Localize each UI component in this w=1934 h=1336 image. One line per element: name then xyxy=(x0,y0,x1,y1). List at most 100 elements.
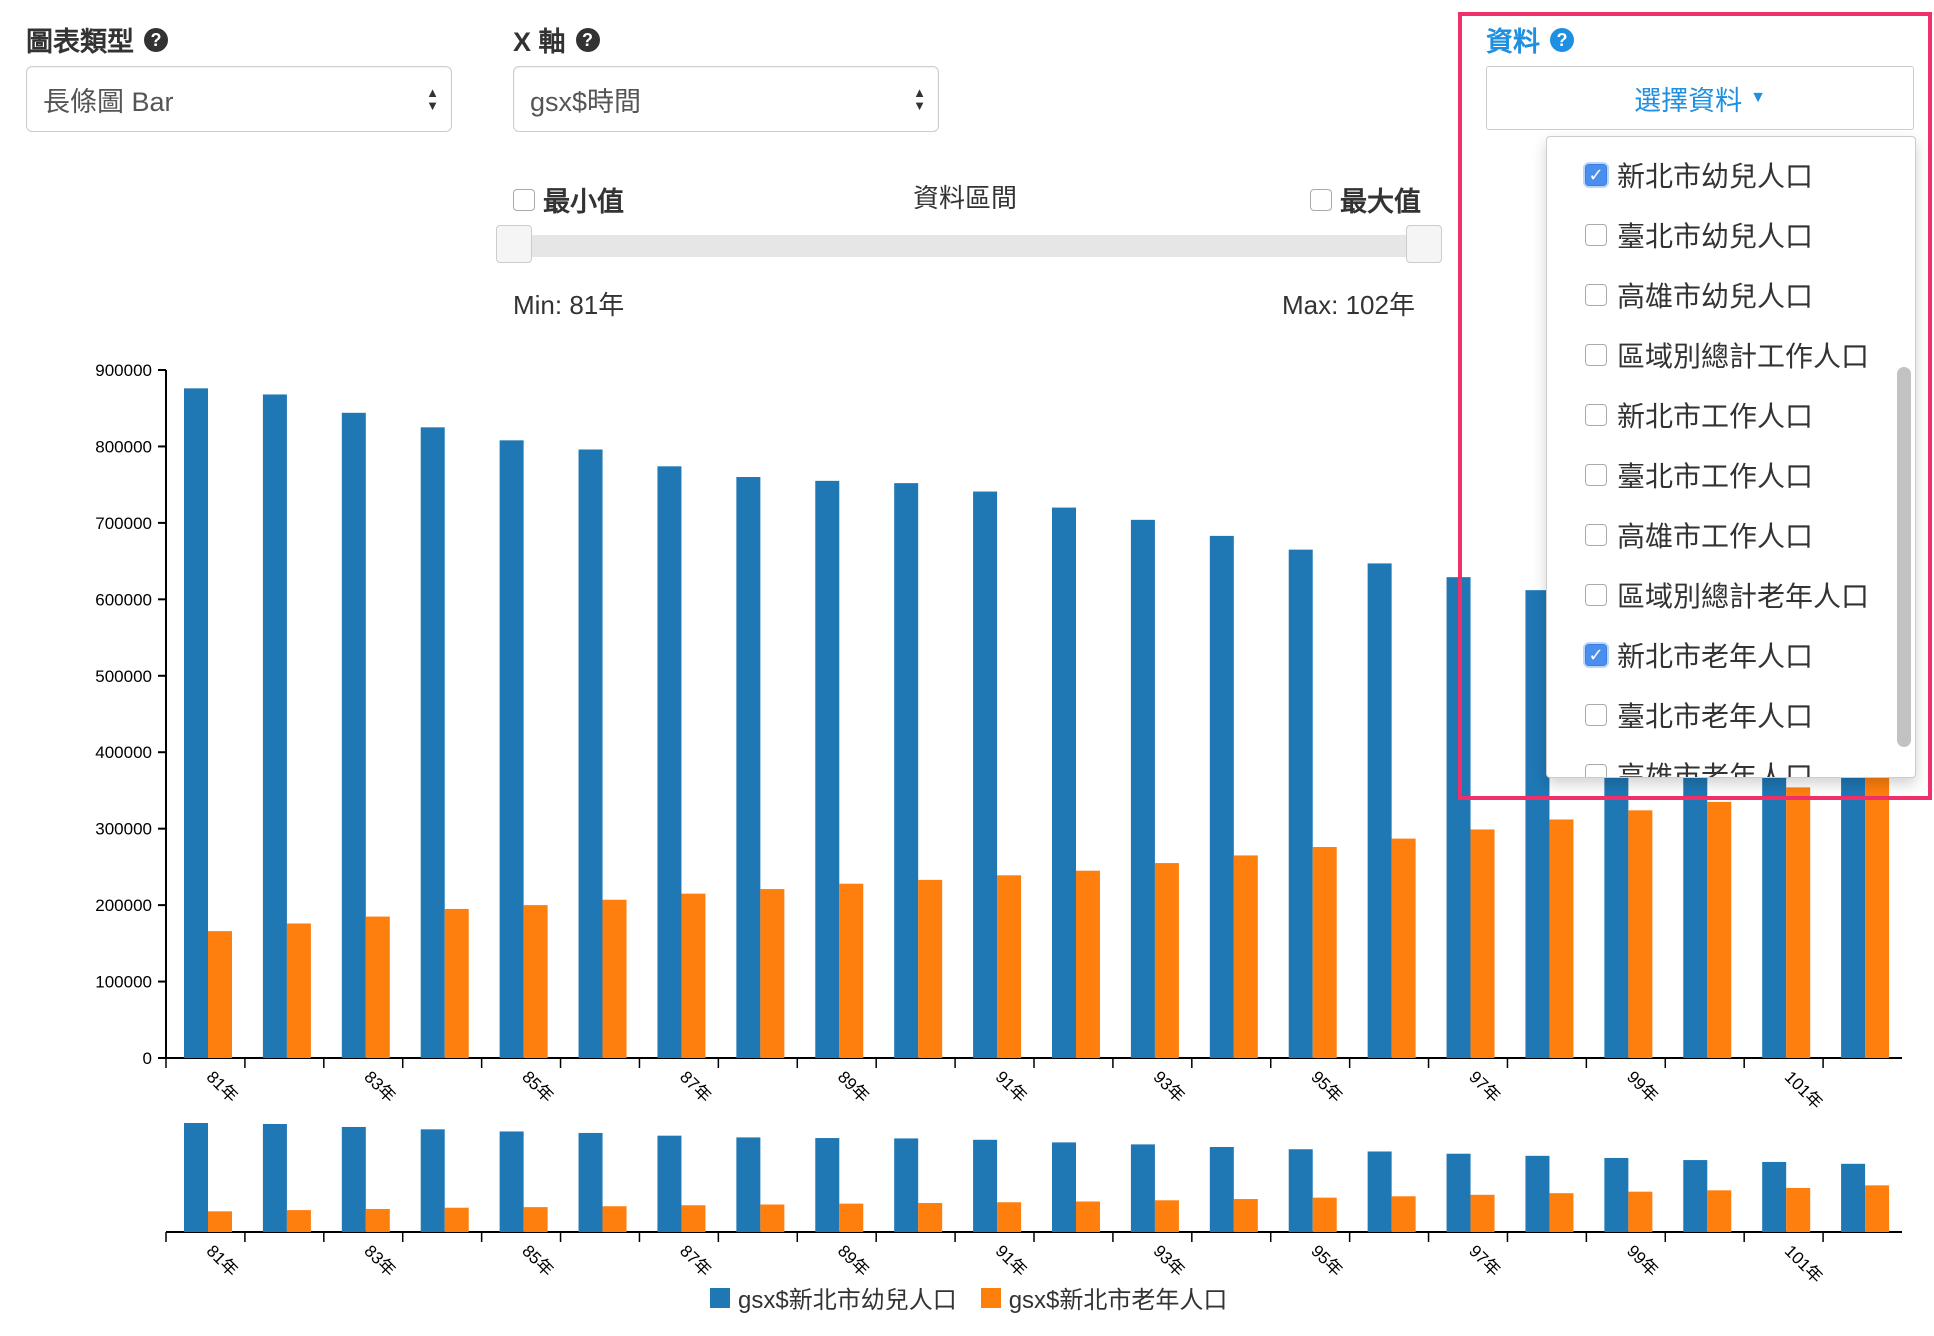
bar-series2 xyxy=(523,905,548,1058)
navigator-bar-series1 xyxy=(1762,1161,1787,1232)
bar-series2 xyxy=(1549,819,1574,1058)
navigator-bar-series2 xyxy=(1154,1200,1179,1232)
navigator-bar-series1 xyxy=(736,1137,761,1232)
legend-item-series2[interactable]: gsx$新北市老年人口 xyxy=(980,1280,1227,1315)
navigator-bar-series2 xyxy=(1786,1187,1811,1232)
unchecked-checkbox[interactable] xyxy=(1585,704,1607,726)
navigator-bar-series1 xyxy=(499,1131,524,1232)
checked-checkbox[interactable] xyxy=(1585,644,1607,666)
unchecked-checkbox[interactable] xyxy=(1585,344,1607,366)
data-option-label: 高雄市老年人口 xyxy=(1617,761,1814,778)
x-axis-label-text: X 軸 xyxy=(513,27,566,57)
bar-series2 xyxy=(444,908,469,1058)
unchecked-checkbox[interactable] xyxy=(1585,464,1607,486)
main-chart: 0 100000 200000 300000 400000 500000 600000 700… xyxy=(95,361,1902,1113)
min-toggle[interactable]: 最小值 xyxy=(513,180,624,219)
data-option-item[interactable]: 區域別總計工作人口 xyxy=(1585,335,1869,375)
navigator-x-tick-label: 101年 xyxy=(1781,1241,1827,1287)
unchecked-checkbox[interactable] xyxy=(1585,224,1607,246)
range-slider-min-handle[interactable] xyxy=(496,225,532,263)
data-dropdown-menu: 新北市幼兒人口臺北市幼兒人口高雄市幼兒人口區域別總計工作人口新北市工作人口臺北市… xyxy=(1546,136,1916,778)
checked-checkbox[interactable] xyxy=(1585,164,1607,186)
bar-series2 xyxy=(839,883,864,1058)
bar-series1 xyxy=(262,394,287,1058)
unchecked-checkbox[interactable] xyxy=(1585,764,1607,777)
legend-swatch-orange xyxy=(980,1287,1001,1308)
bar-series1 xyxy=(1525,590,1550,1058)
max-checkbox[interactable] xyxy=(1310,188,1332,211)
bar-series2 xyxy=(997,875,1022,1058)
navigator-bar-series1 xyxy=(657,1135,682,1232)
x-tick-label: 87年 xyxy=(676,1067,715,1106)
x-tick-label: 97年 xyxy=(1465,1067,1504,1106)
help-icon[interactable]: ? xyxy=(1550,27,1574,52)
x-axis-select[interactable]: gsx$時間 ▲ ▼ xyxy=(513,66,939,132)
chart-type-select[interactable]: 長條圖 Bar ▲ ▼ xyxy=(26,66,452,132)
y-tick-label: 500000 xyxy=(95,667,152,686)
bar-series2 xyxy=(1233,855,1258,1058)
unchecked-checkbox[interactable] xyxy=(1585,524,1607,546)
bar-series2 xyxy=(1154,863,1179,1058)
data-option-item[interactable]: 區域別總計老年人口 xyxy=(1585,575,1869,615)
range-title: 資料區間 xyxy=(913,183,1018,213)
x-axis-label: X 軸 ? xyxy=(513,20,600,59)
unchecked-checkbox[interactable] xyxy=(1585,584,1607,606)
range-max-text: Max: 102年 xyxy=(1282,290,1415,320)
data-option-label: 高雄市幼兒人口 xyxy=(1617,281,1814,312)
bar-series1 xyxy=(1130,519,1155,1058)
x-tick-label: 81年 xyxy=(203,1067,242,1106)
navigator-bar-series2 xyxy=(1233,1199,1258,1232)
range-slider-track[interactable] xyxy=(500,235,1440,257)
bar-series1 xyxy=(1209,535,1234,1058)
bar-series2 xyxy=(286,923,311,1058)
help-icon[interactable]: ? xyxy=(575,27,600,52)
min-checkbox[interactable] xyxy=(513,188,535,211)
bar-series2 xyxy=(1470,829,1495,1058)
data-option-item[interactable]: 臺北市幼兒人口 xyxy=(1585,215,1813,255)
bar-series2 xyxy=(760,889,785,1058)
navigator-bar-series1 xyxy=(1209,1147,1234,1232)
navigator-bar-series1 xyxy=(1604,1157,1629,1232)
data-option-item[interactable]: 新北市幼兒人口 xyxy=(1585,155,1813,195)
data-option-item[interactable]: 臺北市老年人口 xyxy=(1585,695,1813,735)
bar-series1 xyxy=(578,449,603,1059)
navigator-bar-series2 xyxy=(918,1203,943,1232)
navigator-bar-series1 xyxy=(1841,1163,1866,1232)
y-tick-label: 400000 xyxy=(95,743,152,762)
navigator-bar-series1 xyxy=(184,1122,208,1232)
select-data-button[interactable]: 選擇資料 ▼ xyxy=(1486,66,1914,130)
data-option-item[interactable]: 臺北市工作人口 xyxy=(1585,455,1813,495)
data-option-label: 新北市工作人口 xyxy=(1617,401,1814,432)
legend-item-series1[interactable]: gsx$新北市幼兒人口 xyxy=(710,1280,957,1315)
max-toggle[interactable]: 最大值 xyxy=(1310,180,1421,219)
bar-series2 xyxy=(1628,810,1653,1058)
help-icon[interactable]: ? xyxy=(144,27,168,52)
data-option-item[interactable]: 新北市老年人口 xyxy=(1585,635,1813,675)
range-min-text: Min: 81年 xyxy=(513,290,625,320)
dropdown-scrollbar[interactable] xyxy=(1897,367,1911,747)
navigator-bar-series1 xyxy=(341,1126,366,1232)
data-option-item[interactable]: 高雄市幼兒人口 xyxy=(1585,275,1813,315)
data-option-label: 區域別總計老年人口 xyxy=(1617,581,1870,612)
y-tick-label: 0 xyxy=(143,1049,152,1068)
navigator-bar-series1 xyxy=(1446,1153,1471,1232)
data-option-item[interactable]: 高雄市工作人口 xyxy=(1585,515,1813,555)
bar-series2 xyxy=(1865,771,1890,1058)
select-data-button-label: 選擇資料 xyxy=(1634,85,1743,116)
navigator-bar-series2 xyxy=(760,1204,785,1232)
chart-type-value: 長條圖 Bar xyxy=(43,86,174,117)
navigator-bar-series2 xyxy=(444,1207,469,1232)
range-slider-max-handle[interactable] xyxy=(1406,225,1442,263)
y-tick-label: 300000 xyxy=(95,820,152,839)
bar-series2 xyxy=(1707,801,1732,1058)
unchecked-checkbox[interactable] xyxy=(1585,404,1607,426)
data-option-item[interactable]: 高雄市老年人口 xyxy=(1585,755,1814,778)
navigator-x-tick-label: 97年 xyxy=(1465,1241,1504,1280)
navigator-bar-series2 xyxy=(1470,1194,1495,1232)
x-tick-label: 85年 xyxy=(518,1067,557,1106)
unchecked-checkbox[interactable] xyxy=(1585,284,1607,306)
bar-series1 xyxy=(1367,563,1392,1058)
data-option-item[interactable]: 新北市工作人口 xyxy=(1585,395,1813,435)
navigator-bar-series2 xyxy=(1391,1196,1416,1232)
legend: gsx$新北市幼兒人口 gsx$新北市老年人口 xyxy=(710,1280,1227,1315)
